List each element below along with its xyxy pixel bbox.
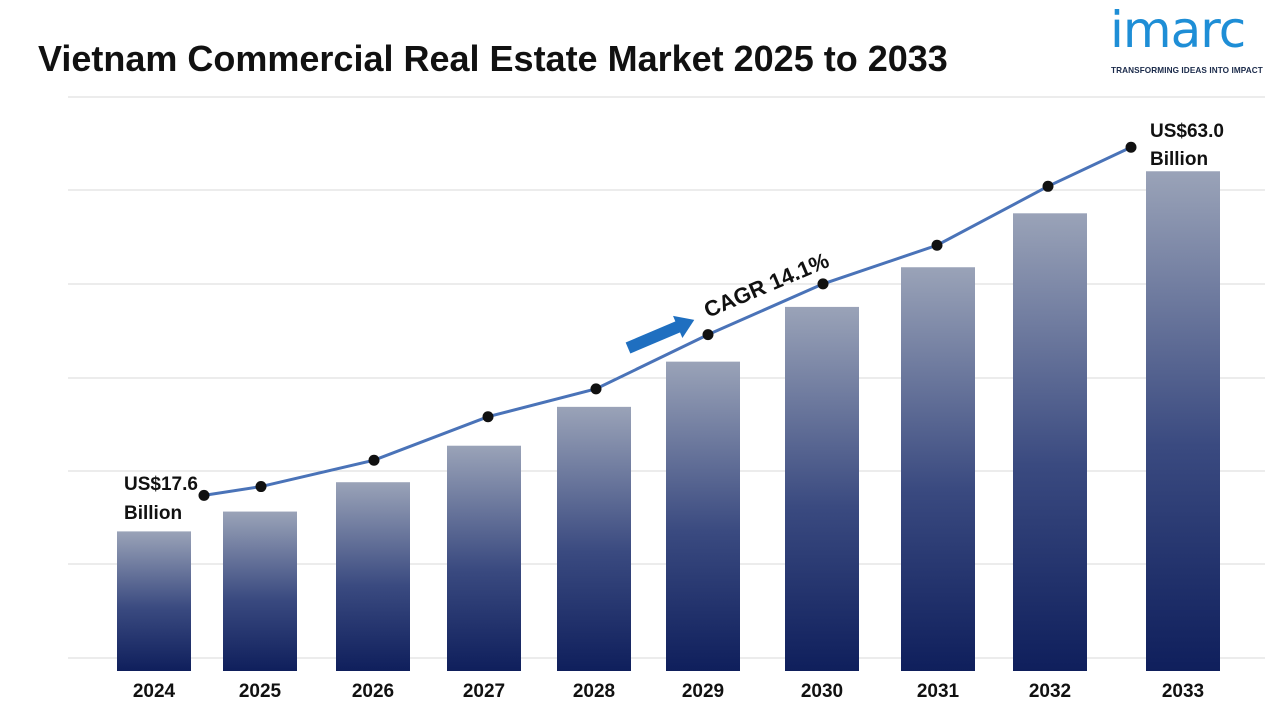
bar-2024 xyxy=(117,531,191,671)
trend-line-group xyxy=(198,141,1137,501)
x-tick-label: 2033 xyxy=(1162,681,1204,702)
x-tick-label: 2032 xyxy=(1029,681,1071,702)
bar-2028 xyxy=(557,406,631,671)
x-tick-label: 2028 xyxy=(573,681,615,702)
trend-line xyxy=(203,145,1132,497)
trend-point xyxy=(817,278,829,290)
trend-point xyxy=(482,411,494,423)
bar-2026 xyxy=(336,482,410,671)
end-value-label-line2: Billion xyxy=(1150,149,1208,170)
x-tick-label: 2031 xyxy=(917,681,960,702)
trend-point xyxy=(931,239,943,251)
bar-2032 xyxy=(1013,213,1087,671)
trend-point xyxy=(1125,141,1137,153)
x-tick-label: 2030 xyxy=(801,681,843,702)
bar-2029 xyxy=(666,361,740,671)
end-value-label-line1: US$63.0 xyxy=(1150,121,1224,142)
logo-tagline: TRANSFORMING IDEAS INTO IMPACT xyxy=(1111,66,1263,75)
cagr-arrow-icon xyxy=(625,315,695,354)
bar-2027 xyxy=(447,445,521,671)
x-tick-label: 2025 xyxy=(239,681,282,702)
x-axis-tick-labels: 2024 2025 2026 2027 2028 2029 2030 2031 2032 2033 xyxy=(133,681,1204,702)
trend-point xyxy=(1042,180,1054,192)
bar-2030 xyxy=(785,306,859,671)
start-value-label-line2: Billion xyxy=(124,503,182,524)
trend-point xyxy=(368,454,380,466)
bars xyxy=(117,171,1220,672)
trend-point xyxy=(198,489,210,501)
logo-wordmark: imarc xyxy=(1110,1,1246,59)
imarc-logo: imarc TRANSFORMING IDEAS INTO IMPACT xyxy=(1108,1,1274,76)
x-tick-label: 2027 xyxy=(463,681,505,702)
bar-2033 xyxy=(1146,171,1220,672)
trend-point xyxy=(255,481,267,493)
chart-title: Vietnam Commercial Real Estate Market 20… xyxy=(38,38,948,79)
x-tick-label: 2029 xyxy=(682,681,724,702)
x-tick-label: 2024 xyxy=(133,681,176,702)
x-tick-label: 2026 xyxy=(352,681,394,702)
start-value-label-line1: US$17.6 xyxy=(124,474,198,495)
bar-2031 xyxy=(901,267,975,671)
trend-point xyxy=(590,383,602,395)
trend-point xyxy=(702,329,714,341)
bar-2025 xyxy=(223,511,297,671)
